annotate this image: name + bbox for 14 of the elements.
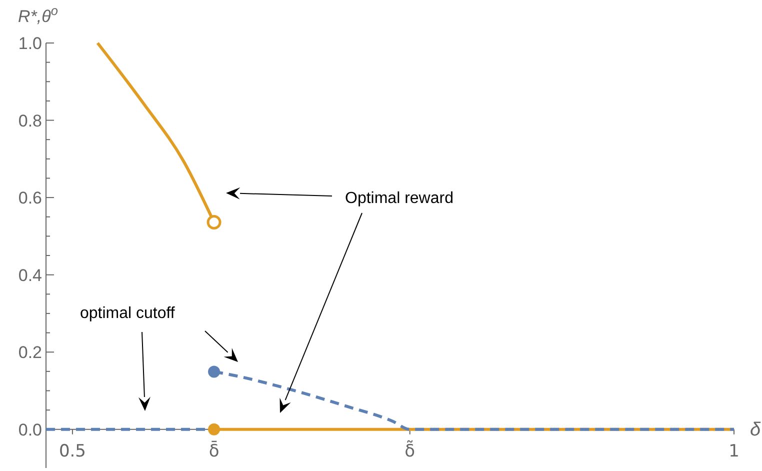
y-tick-label: 0.4 <box>18 266 42 285</box>
x-tick-label: δ̃ <box>404 439 416 462</box>
x-axis-title: δ <box>750 419 761 440</box>
annotation: Optimal reward <box>345 190 454 207</box>
y-tick-label: 0.8 <box>18 111 42 130</box>
y-tick-label: 0.2 <box>18 343 42 362</box>
x-tick-label: 0.5 <box>58 441 86 462</box>
annotation: optimal cutoff <box>80 305 176 322</box>
y-tick-label: 0.6 <box>18 188 42 208</box>
y-axis-title: R*,θ$^{o}$ <box>18 2 58 26</box>
y-tick-label: 1.0 <box>18 34 42 53</box>
y-tick-label: 0.0 <box>18 420 42 440</box>
x-tick-label: 1 <box>728 441 740 462</box>
x-tick-label: δ̄ <box>208 440 220 462</box>
